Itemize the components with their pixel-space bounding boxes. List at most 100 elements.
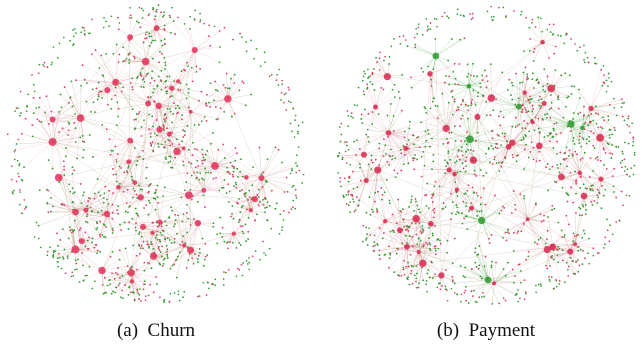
node xyxy=(197,165,200,167)
node xyxy=(187,91,190,94)
edge xyxy=(542,24,554,43)
node xyxy=(522,222,525,225)
node xyxy=(403,130,406,133)
node xyxy=(152,291,155,294)
edge xyxy=(445,102,449,129)
node xyxy=(164,64,167,67)
node xyxy=(401,208,404,211)
node xyxy=(382,88,385,91)
node xyxy=(570,93,573,95)
edge xyxy=(177,62,188,82)
edge xyxy=(39,121,53,143)
node xyxy=(264,61,266,64)
node xyxy=(196,148,199,151)
node xyxy=(74,259,77,262)
node xyxy=(204,206,206,209)
edge xyxy=(532,109,550,123)
node xyxy=(229,215,232,218)
node xyxy=(487,148,490,151)
node xyxy=(613,191,615,193)
edge xyxy=(261,177,266,200)
node xyxy=(164,43,166,45)
hub-node xyxy=(83,207,89,213)
edge xyxy=(399,230,411,255)
node xyxy=(158,249,161,252)
node xyxy=(434,104,437,107)
node xyxy=(531,104,534,107)
node xyxy=(574,150,577,153)
node xyxy=(257,195,260,198)
edge xyxy=(127,167,136,183)
node xyxy=(73,28,76,30)
node xyxy=(511,268,514,271)
edge xyxy=(171,88,211,108)
edge xyxy=(448,150,474,171)
edge xyxy=(160,221,183,223)
node xyxy=(231,212,233,215)
node xyxy=(204,255,207,258)
node xyxy=(139,26,142,29)
edge xyxy=(214,147,236,167)
node xyxy=(181,140,184,143)
node xyxy=(471,17,474,19)
node xyxy=(542,219,545,222)
node xyxy=(224,86,227,89)
edge xyxy=(542,42,550,59)
node xyxy=(426,243,429,246)
node xyxy=(626,173,628,176)
hub-node xyxy=(468,205,475,211)
node xyxy=(402,266,405,269)
node xyxy=(538,104,541,107)
edge xyxy=(506,219,528,241)
node xyxy=(391,158,393,161)
node xyxy=(594,62,596,65)
node xyxy=(492,109,495,112)
node xyxy=(109,255,112,258)
edge xyxy=(385,220,412,224)
node xyxy=(279,213,282,216)
edge xyxy=(397,248,419,253)
edge xyxy=(437,118,471,140)
node xyxy=(140,126,143,128)
node xyxy=(348,190,350,192)
node xyxy=(52,256,55,259)
node xyxy=(460,212,463,215)
node xyxy=(212,225,215,228)
node xyxy=(433,185,436,188)
edge xyxy=(384,196,412,222)
node xyxy=(610,157,613,159)
edge xyxy=(405,148,422,157)
edge xyxy=(72,193,86,211)
node xyxy=(174,219,177,222)
node xyxy=(58,131,61,133)
hub-link xyxy=(75,190,204,213)
edge xyxy=(164,187,189,196)
edge xyxy=(158,76,179,82)
node xyxy=(186,172,189,175)
edge xyxy=(100,213,108,237)
node xyxy=(101,74,104,77)
node xyxy=(340,133,343,136)
node xyxy=(592,254,595,257)
node xyxy=(173,263,176,266)
edge xyxy=(171,68,201,89)
edge xyxy=(184,243,206,246)
edge xyxy=(406,238,439,247)
node xyxy=(220,186,223,189)
hub-node xyxy=(194,219,202,227)
hub-node xyxy=(557,173,565,181)
node xyxy=(493,158,496,161)
node xyxy=(71,166,74,169)
node xyxy=(289,122,292,125)
node xyxy=(163,298,166,301)
node xyxy=(453,62,456,65)
edge xyxy=(216,98,229,120)
node xyxy=(615,114,618,117)
node xyxy=(209,142,212,145)
edge xyxy=(429,63,460,74)
node xyxy=(185,97,188,100)
hub-link xyxy=(75,140,131,213)
edge xyxy=(455,214,482,221)
node xyxy=(270,227,273,230)
node xyxy=(260,172,263,175)
